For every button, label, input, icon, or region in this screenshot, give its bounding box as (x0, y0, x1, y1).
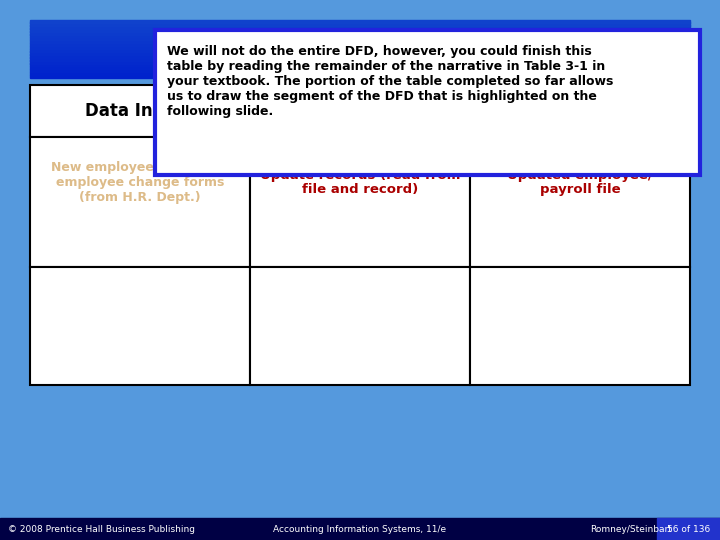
FancyBboxPatch shape (155, 30, 700, 175)
Text: Data Inputs: Data Inputs (86, 102, 194, 120)
Bar (30, 34, 690, 37)
Bar (30, 45, 690, 49)
Bar (250, 267, 470, 385)
Bar (30, 37, 690, 40)
Bar (30, 137, 250, 267)
Text: Processes: Processes (313, 102, 407, 120)
Text: Romney/Steinbart: Romney/Steinbart (590, 524, 672, 534)
Bar (30, 19, 690, 23)
Bar (470, 267, 690, 385)
Text: New employee forms and
employee change forms
(from H.R. Dept.): New employee forms and employee change f… (51, 161, 229, 204)
Text: Update records (read from
file and record): Update records (read from file and recor… (260, 168, 460, 197)
Bar (30, 63, 690, 66)
Bar (30, 22, 690, 26)
Bar (30, 49, 690, 52)
Bar (30, 267, 250, 385)
Bar (30, 28, 690, 32)
Text: Accounting Information Systems, 11/e: Accounting Information Systems, 11/e (274, 524, 446, 534)
Text: 56 of 136: 56 of 136 (667, 524, 710, 534)
Bar (470, 137, 690, 267)
Bar (30, 66, 690, 69)
Text: DATA FLOW DIAGRAMS: DATA FLOW DIAGRAMS (163, 35, 557, 64)
Bar (250, 85, 470, 137)
Bar (30, 85, 250, 137)
Bar (30, 55, 690, 58)
Text: Data Outputs: Data Outputs (518, 102, 643, 120)
Bar (0, 518, 720, 540)
Bar (30, 40, 690, 43)
Bar (30, 31, 690, 35)
Bar (470, 85, 690, 137)
Text: We will not do the entire DFD, however, you could finish this
table by reading t: We will not do the entire DFD, however, … (167, 45, 613, 118)
Bar (657, 518, 720, 540)
Bar (30, 60, 690, 64)
Text: © 2008 Prentice Hall Business Publishing: © 2008 Prentice Hall Business Publishing (8, 524, 195, 534)
Bar (30, 72, 690, 75)
Bar (30, 51, 690, 55)
Bar (30, 57, 690, 60)
Bar (30, 43, 690, 46)
Text: Updated employee/
payroll file: Updated employee/ payroll file (507, 168, 653, 197)
Bar (250, 137, 470, 267)
Bar (30, 75, 690, 78)
Bar (30, 25, 690, 29)
Bar (30, 69, 690, 72)
